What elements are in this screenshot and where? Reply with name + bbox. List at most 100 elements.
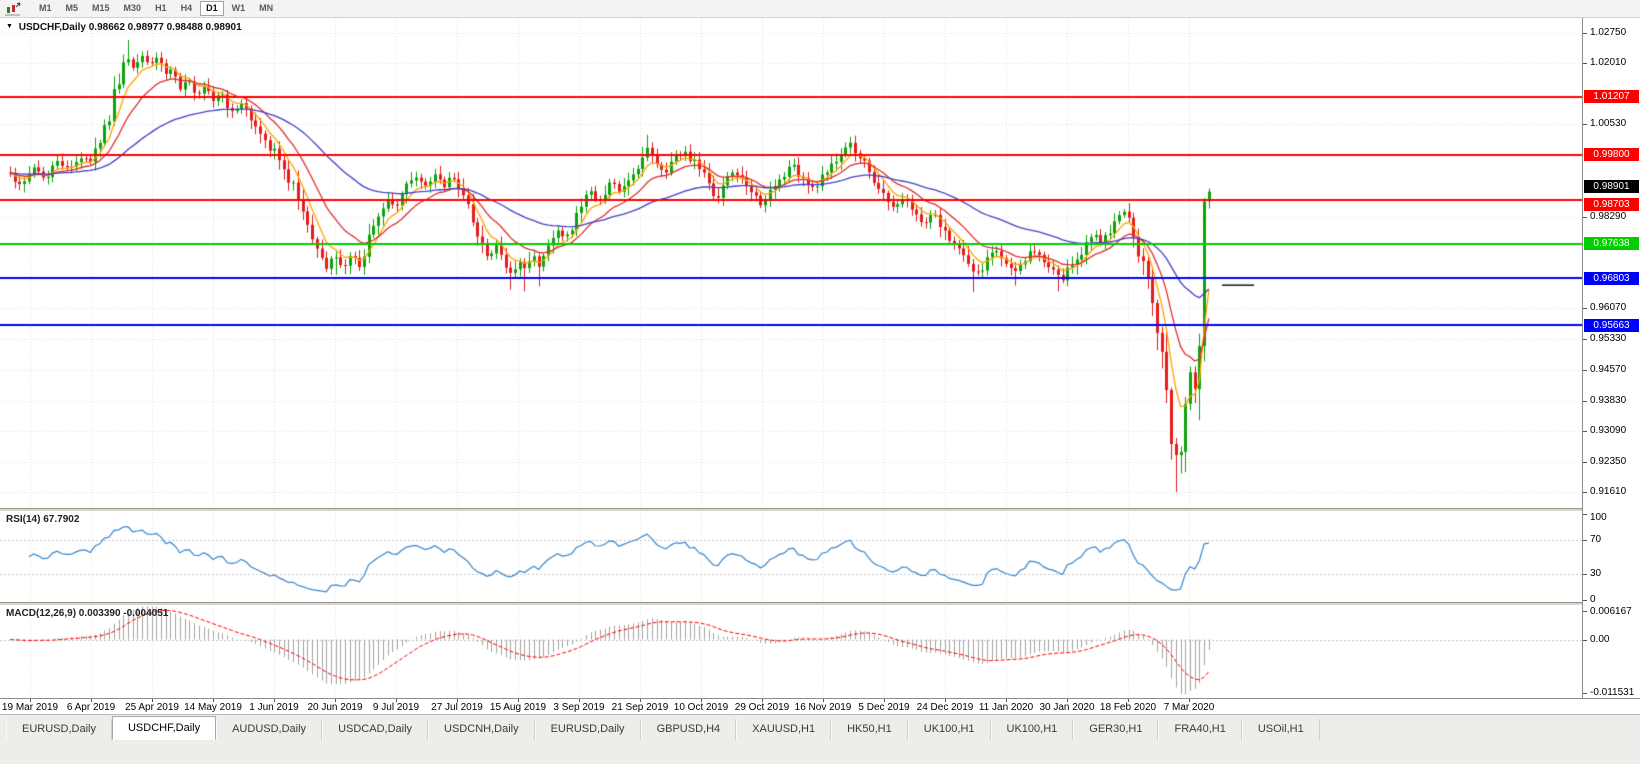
panel-separator-macd[interactable]	[0, 602, 1640, 606]
timeframe-h1-button[interactable]: H1	[155, 3, 167, 13]
macd-axis-tick-mark	[1583, 640, 1587, 641]
timeframe-m30-button[interactable]: M30	[123, 3, 142, 13]
price-axis-tick: 0.91610	[1590, 486, 1627, 497]
timeframe-h4-button[interactable]: H4	[180, 3, 193, 13]
time-axis-label: 21 Sep 2019	[611, 702, 669, 713]
price-axis-tick-mark	[1583, 401, 1587, 402]
time-axis-label: 15 Aug 2019	[489, 702, 547, 713]
time-axis-label: 14 May 2019	[184, 702, 242, 713]
price-line-label: 0.96803	[1584, 271, 1639, 285]
time-axis-label: 16 Nov 2019	[794, 702, 852, 713]
time-axis-label: 3 Sep 2019	[553, 702, 605, 713]
time-axis-label: 7 Mar 2020	[1163, 702, 1215, 713]
chart-tab-usoil-h1[interactable]: USOil,H1	[1241, 719, 1320, 740]
price-line-label: 0.97638	[1584, 237, 1639, 251]
time-axis-tick-mark	[396, 699, 397, 702]
price-axis-tick: 0.94570	[1590, 364, 1627, 376]
time-axis-label: 10 Oct 2019	[673, 702, 729, 713]
price-axis-tick: 0.92350	[1590, 455, 1627, 467]
chart-tab-audusd-daily[interactable]: AUDUSD,Daily	[216, 719, 323, 740]
time-axis-label: 5 Dec 2019	[858, 702, 910, 713]
timeframe-m15-button[interactable]: M15	[92, 3, 110, 13]
price-axis-tick-mark	[1583, 124, 1587, 125]
timeframe-mn-button[interactable]: MN	[259, 3, 274, 13]
chart-tab-usdcad-daily[interactable]: USDCAD,Daily	[322, 719, 429, 740]
time-axis-label: 18 Feb 2020	[1099, 702, 1157, 713]
macd-axis-tick-mark	[1583, 693, 1587, 694]
time-axis-tick-mark	[457, 699, 458, 702]
chart-tab-eurusd-daily[interactable]: EURUSD,Daily	[534, 719, 641, 740]
rsi-label: RSI(14) 67.7902	[6, 514, 80, 525]
timeframe-d1-button[interactable]: D1	[200, 1, 224, 16]
timeframe-m5-button[interactable]: M5	[65, 3, 79, 13]
time-axis-tick-mark	[579, 699, 580, 702]
chart-tab-ger30-h1[interactable]: GER30,H1	[1073, 719, 1159, 740]
symbol-ohlc-label: ▼ USDCHF,Daily 0.98662 0.98977 0.98488 0…	[6, 22, 242, 33]
rsi-axis-tick-mark	[1583, 600, 1587, 601]
time-axis-tick-mark	[762, 699, 763, 702]
price-line-label: 1.01207	[1584, 90, 1639, 104]
chart-tab-hk50-h1[interactable]: HK50,H1	[831, 719, 908, 740]
price-axis-tick: 0.96070	[1590, 302, 1627, 314]
price-axis[interactable]: 1.02750 1.02010 1.00530 0.98290 0.96070 0.953…	[1582, 18, 1640, 698]
time-axis-label: 11 Jan 2020	[978, 702, 1034, 713]
chart-tab-xauusd-h1[interactable]: XAUUSD,H1	[736, 719, 832, 740]
price-line-label: 0.99800	[1584, 148, 1639, 162]
price-axis-tick-mark	[1583, 492, 1587, 493]
rsi-axis-tick: 70	[1590, 533, 1602, 545]
symbol-name: USDCHF,Daily	[18, 22, 86, 33]
chart-tab-uk100-h1[interactable]: UK100,H1	[907, 719, 991, 740]
chart-tab-eurusd-daily[interactable]: EURUSD,Daily	[6, 719, 112, 740]
rsi-axis-tick-mark	[1583, 514, 1587, 515]
chart-marker-icon: ▼	[6, 23, 13, 30]
price-axis-tick: 1.00530	[1590, 118, 1627, 130]
chart-tab-gbpusd-h4[interactable]: GBPUSD,H4	[640, 719, 737, 740]
chart-icon[interactable]	[4, 2, 22, 16]
time-axis-tick-mark	[701, 699, 702, 702]
chart-tab-uk100-h1[interactable]: UK100,H1	[990, 719, 1074, 740]
price-line-label: 0.98703	[1584, 198, 1639, 212]
timeframe-buttons: M1 M5 M15 M30 H1 H4 D1 W1 MN	[32, 1, 280, 16]
time-axis-tick-mark	[1006, 699, 1007, 702]
price-axis-tick-mark	[1583, 431, 1587, 432]
time-axis-label: 30 Jan 2020	[1039, 702, 1095, 713]
time-axis-tick-mark	[91, 699, 92, 702]
time-axis-label: 27 Jul 2019	[431, 702, 483, 713]
macd-label: MACD(12,26,9) 0.003390 -0.004051	[6, 608, 169, 619]
time-axis-tick-mark	[945, 699, 946, 702]
time-axis-label: 6 Apr 2019	[66, 702, 116, 713]
timeframe-m1-button[interactable]: M1	[39, 3, 52, 13]
rsi-axis-tick: 100	[1590, 512, 1607, 523]
rsi-axis-tick: 0	[1590, 594, 1596, 605]
time-axis-tick-mark	[335, 699, 336, 702]
time-axis-tick-mark	[152, 699, 153, 702]
time-axis-tick-mark	[1128, 699, 1129, 702]
rsi-axis-tick-mark	[1583, 540, 1587, 541]
time-axis-label: 25 Apr 2019	[125, 702, 179, 713]
macd-axis-tick: -0.011531	[1590, 687, 1635, 698]
time-axis-tick-mark	[1189, 699, 1190, 702]
price-chart-canvas[interactable]	[0, 18, 1582, 698]
timeframe-w1-button[interactable]: W1	[231, 3, 246, 13]
time-axis-tick-mark	[640, 699, 641, 702]
chart-tab-usdchf-daily[interactable]: USDCHF,Daily	[111, 716, 217, 740]
time-axis-label: 9 Jul 2019	[372, 702, 420, 713]
chart-tab-fra40-h1[interactable]: FRA40,H1	[1158, 719, 1242, 740]
time-axis-label: 20 Jun 2019	[307, 702, 363, 713]
time-axis-tick-mark	[884, 699, 885, 702]
price-axis-tick-mark	[1583, 33, 1587, 34]
chart-tab-usdcnh-daily[interactable]: USDCNH,Daily	[428, 719, 535, 740]
price-axis-tick: 0.93090	[1590, 425, 1627, 437]
price-line-label: 0.95663	[1584, 318, 1639, 332]
time-axis-tick-mark	[1067, 699, 1068, 702]
price-axis-tick: 1.02750	[1590, 26, 1627, 38]
time-axis[interactable]: 19 Mar 2019 6 Apr 2019 25 Apr 2019 14 May 2…	[0, 698, 1640, 714]
time-axis-tick-mark	[518, 699, 519, 702]
ohlc-values: 0.98662 0.98977 0.98488 0.98901	[88, 22, 242, 33]
time-axis-tick-mark	[30, 699, 31, 702]
macd-axis-tick-mark	[1583, 611, 1587, 612]
price-axis-tick: 0.95330	[1590, 332, 1627, 344]
panel-separator-rsi[interactable]	[0, 508, 1640, 512]
current-price-label: 0.98901	[1584, 180, 1639, 194]
time-axis-tick-mark	[213, 699, 214, 702]
